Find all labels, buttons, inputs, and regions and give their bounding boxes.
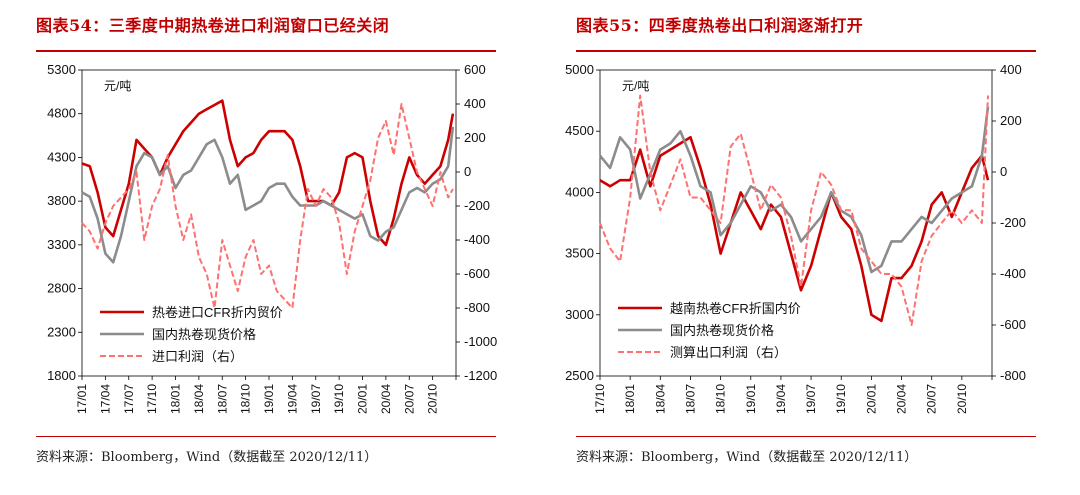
unit-label: 元/吨 <box>104 79 131 93</box>
y-left-tick-label: 3800 <box>47 193 76 208</box>
chart-title: 图表55：四季度热卷出口利润逐渐打开 <box>576 16 864 35</box>
x-tick-label: 17/01 <box>75 384 89 414</box>
legend-label: 国内热卷现货价格 <box>670 323 774 338</box>
legend-label: 测算出口利润（右） <box>670 345 787 360</box>
x-tick-label: 17/04 <box>98 384 112 414</box>
y-right-tick-label: -200 <box>1000 215 1026 230</box>
x-tick-label: 19/10 <box>834 384 848 414</box>
source-rule <box>576 436 1036 437</box>
source-rule <box>36 436 496 437</box>
y-left-tick-label: 5000 <box>565 62 594 77</box>
series-line <box>599 136 990 323</box>
line-chart: 250030003500400045005000-800-600-400-200… <box>565 62 1026 414</box>
y-left-tick-label: 2800 <box>47 281 76 296</box>
y-right-tick-label: -1200 <box>464 368 497 383</box>
y-right-tick-label: -800 <box>1000 368 1026 383</box>
y-right-tick-label: 400 <box>1000 62 1022 77</box>
x-tick-label: 19/01 <box>262 384 276 414</box>
chart-panel-right: 图表55：四季度热卷出口利润逐渐打开 2500 3000 3500 4000 4500 5… <box>540 0 1080 495</box>
x-tick-label: 18/10 <box>239 384 253 414</box>
y-left-tick-label: 3300 <box>47 237 76 252</box>
series-line <box>81 126 455 264</box>
x-tick-label: 17/10 <box>593 384 607 414</box>
x-tick-label: 18/10 <box>714 384 728 414</box>
x-tick-label: 19/07 <box>804 384 818 414</box>
x-tick-label: 18/01 <box>169 384 183 414</box>
unit-label: 元/吨 <box>622 79 649 93</box>
y-right-tick-label: 0 <box>1000 164 1007 179</box>
y-left-tick-label: 2300 <box>47 324 76 339</box>
chart-title: 图表54：三季度中期热卷进口利润窗口已经关闭 <box>36 16 390 35</box>
y-right-tick-label: -600 <box>1000 317 1026 332</box>
source-note: 资料来源：Bloomberg，Wind（数据截至 2020/12/11） <box>36 450 378 465</box>
x-tick-label: 18/04 <box>653 384 667 414</box>
y-right-tick-label: -800 <box>464 300 490 315</box>
x-tick-label: 19/04 <box>774 384 788 414</box>
x-tick-label: 19/07 <box>309 384 323 414</box>
x-tick-label: 20/04 <box>379 384 393 414</box>
y-right-tick-label: -200 <box>464 198 490 213</box>
y-left-tick-label: 3000 <box>565 307 594 322</box>
title-rule <box>576 50 1036 52</box>
y-left-tick-label: 2500 <box>565 368 594 383</box>
series-line <box>81 103 454 309</box>
x-tick-label: 20/01 <box>356 384 370 414</box>
y-left-tick-label: 3500 <box>565 246 594 261</box>
y-left-tick-label: 1800 <box>47 368 76 383</box>
x-tick-label: 19/10 <box>332 384 346 414</box>
y-left-tick-label: 4300 <box>47 149 76 164</box>
x-tick-label: 20/04 <box>895 384 909 414</box>
y-left-tick-label: 5300 <box>47 62 76 77</box>
x-tick-label: 20/01 <box>864 384 878 414</box>
x-tick-label: 20/10 <box>955 384 969 414</box>
y-right-tick-label: -400 <box>1000 266 1026 281</box>
y-right-tick-label: -600 <box>464 266 490 281</box>
legend-label: 热卷进口CFR折内贸价 <box>152 305 283 320</box>
x-tick-label: 20/07 <box>925 384 939 414</box>
legend-label: 进口利润（右） <box>152 349 243 364</box>
y-right-tick-label: 600 <box>464 62 486 77</box>
y-right-tick-label: 0 <box>464 164 471 179</box>
series-line <box>598 106 990 274</box>
line-chart: 1800 2300 2800 3300 3800 4300 4800 5300 -1200 -10… <box>47 62 497 414</box>
y-left-tick-label: 4800 <box>47 106 76 121</box>
source-note: 资料来源：Bloomberg，Wind（数据截至 2020/12/11） <box>576 450 918 465</box>
x-tick-label: 20/10 <box>426 384 440 414</box>
chart-panel-left: 图表54：三季度中期热卷进口利润窗口已经关闭 1800 2300 2800 3300 3… <box>36 16 497 465</box>
y-right-tick-label: 200 <box>1000 113 1022 128</box>
x-tick-label: 18/01 <box>623 384 637 414</box>
legend-label: 国内热卷现货价格 <box>152 327 256 342</box>
x-tick-label: 18/07 <box>683 384 697 414</box>
y-right-tick-label: -1000 <box>464 334 497 349</box>
y-right-tick-label: 200 <box>464 130 486 145</box>
x-tick-label: 17/10 <box>145 384 159 414</box>
x-tick-label: 18/07 <box>215 384 229 414</box>
title-rule <box>36 50 496 52</box>
x-tick-label: 19/01 <box>744 384 758 414</box>
series-line <box>81 99 455 247</box>
x-tick-label: 20/07 <box>402 384 416 414</box>
y-left-tick-label: 4500 <box>565 123 594 138</box>
y-right-tick-label: 400 <box>464 96 486 111</box>
x-tick-label: 18/04 <box>192 384 206 414</box>
x-tick-label: 17/07 <box>122 384 136 414</box>
y-left-tick-label: 4000 <box>565 184 594 199</box>
x-tick-label: 19/04 <box>285 384 299 414</box>
legend-label: 越南热卷CFR折国内价 <box>670 301 801 316</box>
y-right-tick-label: -400 <box>464 232 490 247</box>
